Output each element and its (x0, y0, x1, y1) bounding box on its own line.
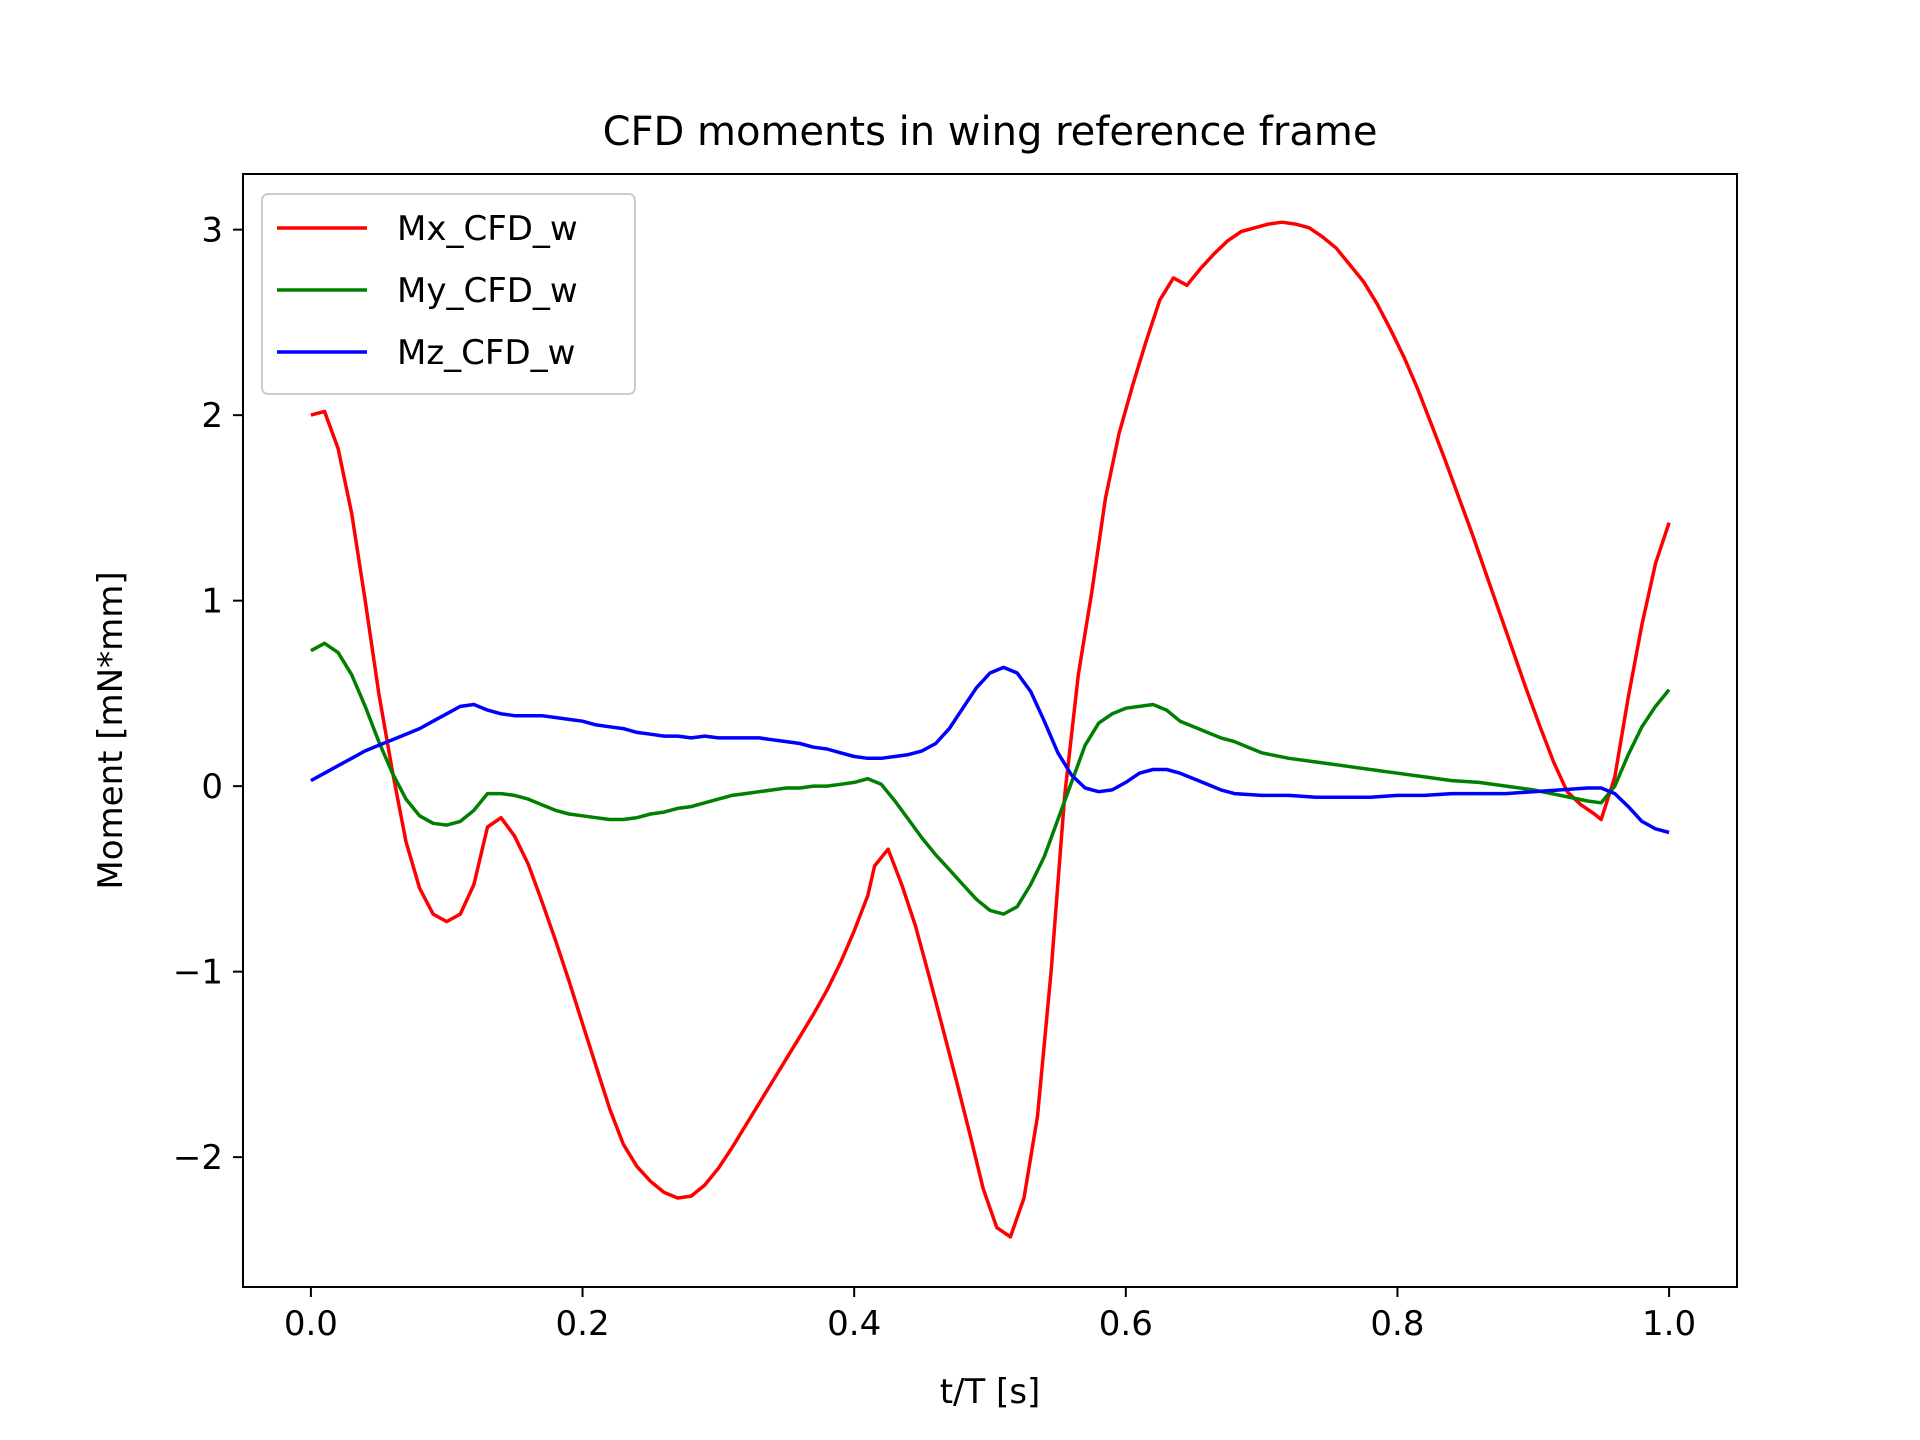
series-line-2 (310, 641, 1671, 916)
y-axis-title: Moment [mN*mm] (91, 571, 131, 889)
x-tick-label: 1.0 (1642, 1304, 1696, 1344)
legend-label-2: My_CFD_w (397, 271, 578, 311)
plot-frame (242, 173, 1738, 1288)
legend: Mx_CFD_w My_CFD_w Mz_CFD_w (261, 193, 636, 395)
y-tick-label: 0 (201, 767, 223, 807)
x-axis: 0.0 0.2 0.4 0.6 0.8 1.0 (284, 1287, 1696, 1344)
x-tick-label: 0.0 (284, 1304, 338, 1344)
x-tick-label: 0.2 (556, 1304, 610, 1344)
y-tick-label: −1 (173, 953, 223, 993)
legend-box (261, 193, 636, 395)
y-tick-label: 3 (201, 211, 223, 251)
series-layer (310, 220, 1671, 1239)
legend-label-1: Mx_CFD_w (397, 209, 578, 249)
x-tick-label: 0.6 (1099, 1304, 1153, 1344)
y-axis: −2 −1 0 1 2 3 (173, 211, 243, 1178)
x-tick-label: 0.4 (827, 1304, 881, 1344)
series-line-1 (310, 220, 1671, 1239)
x-tick-label: 0.8 (1370, 1304, 1424, 1344)
chart-title: CFD moments in wing reference frame (603, 109, 1378, 155)
series-line-3 (310, 665, 1670, 835)
x-axis-title: t/T [s] (940, 1372, 1041, 1412)
y-tick-label: 2 (201, 396, 223, 436)
y-tick-label: 1 (201, 582, 223, 622)
y-tick-label: −2 (173, 1138, 223, 1178)
legend-label-3: Mz_CFD_w (397, 333, 575, 373)
